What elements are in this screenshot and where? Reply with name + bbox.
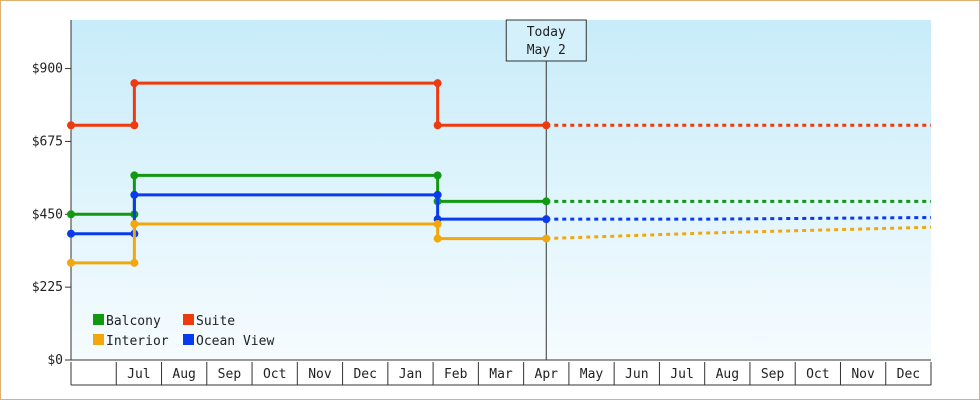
y-tick-label: $225 xyxy=(32,280,63,295)
series-line-balcony xyxy=(71,173,547,216)
x-month-label: May xyxy=(580,367,604,382)
series-point xyxy=(130,79,139,88)
series-point xyxy=(542,121,551,130)
x-month-label: Sep xyxy=(218,367,242,382)
x-month-label: Oct xyxy=(806,367,829,382)
series-point xyxy=(130,121,139,130)
series-line-interior xyxy=(71,222,547,265)
x-month-label: Aug xyxy=(172,367,195,382)
y-tick-label: $450 xyxy=(32,207,63,222)
x-month-label: Mar xyxy=(489,367,513,382)
legend-label: Interior xyxy=(106,334,169,349)
series-point xyxy=(67,229,75,238)
today-marker-box xyxy=(505,19,587,62)
plot-background xyxy=(71,20,931,360)
x-month-label: Nov xyxy=(851,367,875,382)
series-point xyxy=(433,121,442,130)
series-point xyxy=(433,234,442,243)
legend-label: Ocean View xyxy=(196,334,274,349)
series-point xyxy=(130,171,139,180)
series-point xyxy=(542,215,551,224)
y-tick-label: $900 xyxy=(32,62,63,77)
x-month-label: Jul xyxy=(127,367,150,382)
legend-swatch xyxy=(183,314,194,325)
series-point xyxy=(542,234,551,243)
series-point xyxy=(433,220,442,228)
series-point xyxy=(433,190,442,199)
series-point xyxy=(67,210,75,219)
y-tick-label: $0 xyxy=(47,353,63,368)
x-month-label: Oct xyxy=(263,367,286,382)
series-point xyxy=(433,79,442,88)
today-marker-label: Today xyxy=(527,25,566,40)
series-point xyxy=(67,258,75,267)
x-month-label: Sep xyxy=(761,367,785,382)
x-month-label: Jun xyxy=(625,367,648,382)
series-point xyxy=(130,190,139,199)
today-marker-date: May 2 xyxy=(527,43,566,58)
x-month-label: Aug xyxy=(716,367,739,382)
x-month-label: Dec xyxy=(353,367,376,382)
series-point xyxy=(542,197,551,206)
series-point xyxy=(130,220,139,228)
legend-swatch xyxy=(93,314,104,325)
x-month-label: Apr xyxy=(535,367,559,382)
legend-label: Suite xyxy=(196,314,235,329)
x-month-label: Feb xyxy=(444,367,468,382)
x-month-label: Nov xyxy=(308,367,332,382)
x-month-label: Dec xyxy=(897,367,920,382)
series-point xyxy=(433,171,442,180)
series-point xyxy=(67,121,75,130)
x-month-label: Jul xyxy=(670,367,693,382)
series-line-ocean-view xyxy=(71,193,547,236)
legend-label: Balcony xyxy=(106,314,161,329)
series-point xyxy=(130,258,139,267)
legend-swatch xyxy=(93,334,104,345)
series-line-suite xyxy=(71,81,547,127)
legend-swatch xyxy=(183,334,194,345)
y-tick-label: $675 xyxy=(32,134,63,149)
x-month-label: Jan xyxy=(399,367,422,382)
